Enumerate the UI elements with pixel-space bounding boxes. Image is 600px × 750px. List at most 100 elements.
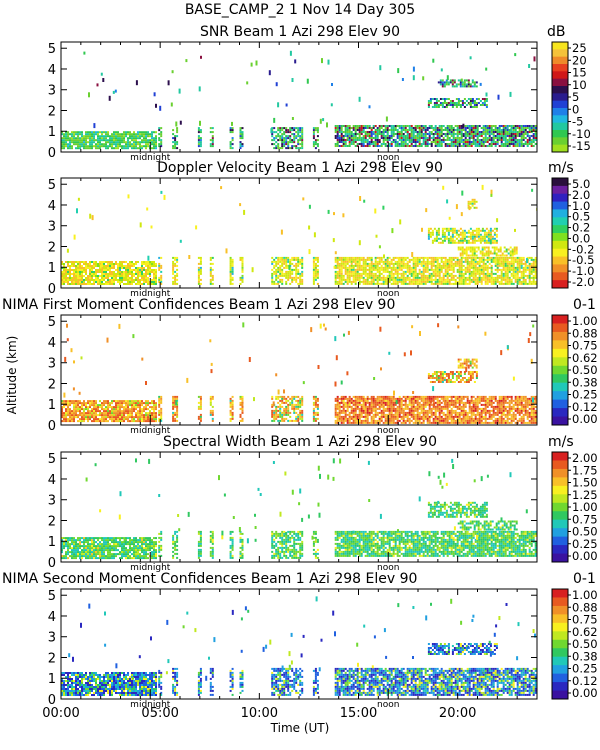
data-cell (340, 260, 343, 263)
data-cell (113, 135, 115, 138)
data-cell (382, 270, 385, 273)
data-cell (281, 280, 284, 283)
data-cell (366, 133, 369, 135)
data-cell (160, 276, 163, 279)
data-cell (346, 270, 349, 273)
data-cell (468, 135, 471, 137)
data-cell (471, 106, 474, 108)
data-cell (514, 127, 517, 129)
data-cell (503, 254, 506, 257)
data-cell (71, 137, 73, 140)
data-cell (229, 282, 232, 285)
data-cell (127, 137, 129, 140)
data-cell (408, 282, 411, 285)
data-cell (131, 265, 133, 267)
data-cell (386, 262, 389, 265)
data-cell (241, 280, 244, 283)
data-cell (386, 415, 389, 418)
data-cell (437, 100, 440, 102)
data-cell (115, 141, 117, 144)
data-cell (336, 135, 339, 137)
data-cell (510, 139, 513, 141)
data-cell (301, 280, 304, 283)
data-cell (388, 143, 391, 145)
data-cell (358, 266, 361, 269)
data-cell (446, 276, 449, 279)
data-cell (500, 276, 503, 279)
data-cell (174, 278, 177, 281)
data-cell (464, 139, 467, 141)
data-cell (392, 276, 395, 279)
data-cell (301, 260, 304, 263)
data-cell (376, 141, 379, 143)
data-cell (404, 413, 407, 416)
data-cell (378, 274, 381, 277)
data-cell (158, 139, 161, 142)
data-cell (472, 270, 475, 273)
data-cell (340, 419, 343, 422)
data-cell (390, 141, 393, 143)
data-cell (119, 263, 121, 265)
data-cell (314, 127, 317, 130)
data-cell (459, 252, 462, 255)
data-cell (495, 229, 498, 232)
data-cell (131, 147, 133, 150)
data-cell (489, 237, 492, 240)
data-cell (440, 129, 443, 131)
data-cell (113, 275, 115, 277)
data-cell (474, 141, 477, 143)
data-cell (496, 268, 499, 271)
data-cell (334, 260, 337, 263)
data-cell (176, 131, 179, 134)
data-cell (460, 258, 463, 261)
data-cell (239, 276, 242, 279)
data-speckle (496, 218, 499, 223)
data-cell (394, 407, 397, 410)
data-cell (512, 260, 515, 263)
data-cell (495, 239, 498, 242)
data-cell (63, 281, 65, 283)
data-speckle (308, 225, 311, 230)
data-cell (384, 282, 387, 285)
data-cell (488, 262, 491, 265)
data-cell (241, 264, 244, 267)
data-cell (406, 419, 409, 422)
data-cell (400, 407, 403, 410)
data-speckle (382, 205, 385, 210)
data-cell (380, 256, 383, 259)
data-cell (135, 135, 137, 138)
data-cell (450, 129, 453, 131)
data-cell (452, 274, 455, 277)
data-cell (197, 145, 200, 148)
data-cell (199, 256, 202, 259)
data-cell (336, 276, 339, 279)
data-cell (63, 147, 65, 150)
data-cell (83, 281, 85, 283)
data-cell (91, 147, 93, 150)
data-cell (516, 268, 519, 271)
data-cell (476, 133, 479, 135)
data-cell (534, 127, 537, 129)
data-cell (406, 274, 409, 277)
data-cell (435, 229, 438, 232)
data-cell (524, 129, 527, 131)
data-cell (410, 399, 413, 402)
data-cell (172, 280, 175, 283)
data-cell (418, 407, 421, 410)
data-cell (147, 283, 149, 285)
colorbar-swatch (552, 144, 568, 153)
data-cell (137, 273, 139, 275)
data-cell (316, 129, 319, 132)
data-cell (83, 271, 85, 273)
data-cell (487, 231, 490, 234)
data-cell (454, 139, 457, 141)
data-cell (396, 397, 399, 400)
data-cell (404, 125, 407, 127)
data-cell (362, 282, 365, 285)
data-cell (471, 250, 474, 253)
data-cell (85, 141, 87, 144)
data-cell (504, 139, 507, 141)
data-cell (275, 131, 278, 134)
data-cell (476, 127, 479, 129)
